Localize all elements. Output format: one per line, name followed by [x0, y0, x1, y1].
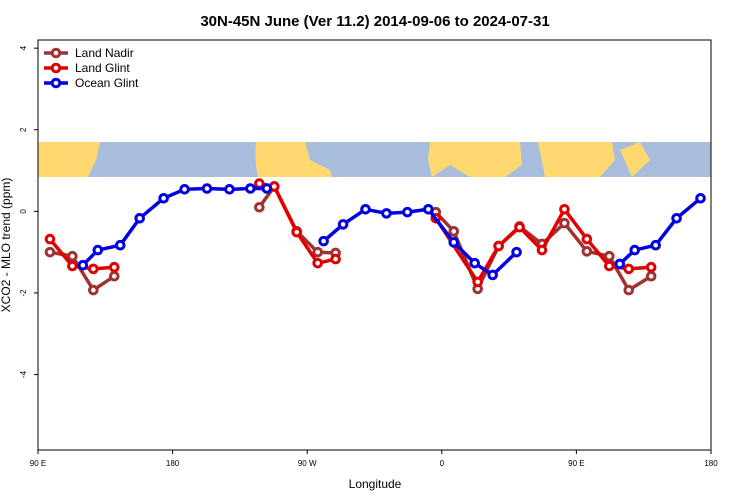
- data-point: [114, 239, 126, 251]
- data-point: [629, 244, 641, 256]
- data-point: [645, 261, 657, 273]
- data-point: [604, 260, 615, 272]
- data-point: [559, 204, 570, 215]
- data-point: [67, 250, 78, 262]
- legend-marker: [50, 47, 62, 59]
- data-point: [88, 263, 99, 275]
- data-point: [108, 270, 120, 282]
- data-point: [487, 269, 498, 281]
- data-point: [224, 184, 235, 195]
- data-point: [245, 183, 256, 194]
- data-point: [88, 284, 99, 296]
- data-point: [423, 204, 434, 215]
- plot-frame: [37, 39, 712, 451]
- y-tick-label: -4: [19, 370, 28, 378]
- data-point: [254, 201, 265, 213]
- data-point: [511, 246, 522, 258]
- data-point: [402, 206, 413, 218]
- data-point: [330, 253, 341, 265]
- data-point: [448, 237, 460, 248]
- legend-label: Land Nadir: [75, 46, 134, 60]
- legend-label: Ocean Glint: [75, 76, 139, 90]
- x-tick-label: 180: [704, 459, 718, 468]
- data-point: [92, 244, 104, 256]
- legend-marker: [50, 77, 62, 89]
- legend-label: Land Glint: [75, 61, 130, 75]
- data-point: [671, 212, 682, 224]
- data-point: [179, 184, 190, 195]
- data-point: [614, 258, 626, 270]
- data-point: [695, 192, 706, 204]
- y-axis-label: XCO2 - MLO trend (ppm): [0, 178, 13, 313]
- data-point: [360, 204, 371, 215]
- data-point: [318, 235, 329, 247]
- data-point: [158, 192, 169, 204]
- data-point: [254, 178, 265, 189]
- series-line: [322, 207, 518, 278]
- data-point: [261, 183, 273, 194]
- data-point: [312, 257, 323, 269]
- data-point: [67, 260, 78, 272]
- data-point: [623, 263, 635, 275]
- data-point: [469, 257, 481, 269]
- series-line: [81, 186, 267, 267]
- data-point: [645, 270, 657, 282]
- data-point: [604, 250, 615, 262]
- data-point: [312, 246, 323, 258]
- data-point: [514, 221, 525, 233]
- data-point: [581, 246, 593, 257]
- data-point: [108, 261, 120, 273]
- data-point: [337, 219, 349, 230]
- data-point: [77, 259, 89, 271]
- data-point: [472, 276, 483, 288]
- y-tick-label: 2: [19, 127, 28, 132]
- x-tick-label: 180: [166, 459, 180, 468]
- x-tick-label: 0: [440, 459, 445, 468]
- x-tick-label: 90 E: [30, 459, 46, 468]
- y-tick-label: 4: [19, 45, 28, 50]
- data-point: [448, 226, 460, 237]
- x-axis-label: Longitude: [349, 477, 402, 491]
- chart-title: 30N-45N June (Ver 11.2) 2014-09-06 to 20…: [200, 13, 549, 30]
- data-point: [44, 246, 56, 258]
- data-point: [291, 226, 303, 238]
- legend-marker: [50, 62, 62, 74]
- x-tick-label: 90 W: [298, 459, 317, 468]
- y-tick-label: -2: [19, 289, 28, 297]
- data-point: [134, 212, 145, 224]
- data-point: [44, 233, 56, 245]
- data-point: [623, 284, 635, 296]
- data-point: [536, 244, 548, 256]
- data-point: [201, 183, 213, 194]
- data-point: [559, 217, 570, 229]
- data-point: [381, 208, 392, 219]
- data-point: [650, 239, 661, 251]
- series-line: [49, 250, 116, 293]
- map-band: [38, 142, 711, 177]
- data-point: [581, 233, 593, 245]
- x-tick-label: 90 E: [568, 459, 584, 468]
- data-point: [493, 240, 504, 252]
- y-tick-label: 0: [19, 209, 28, 214]
